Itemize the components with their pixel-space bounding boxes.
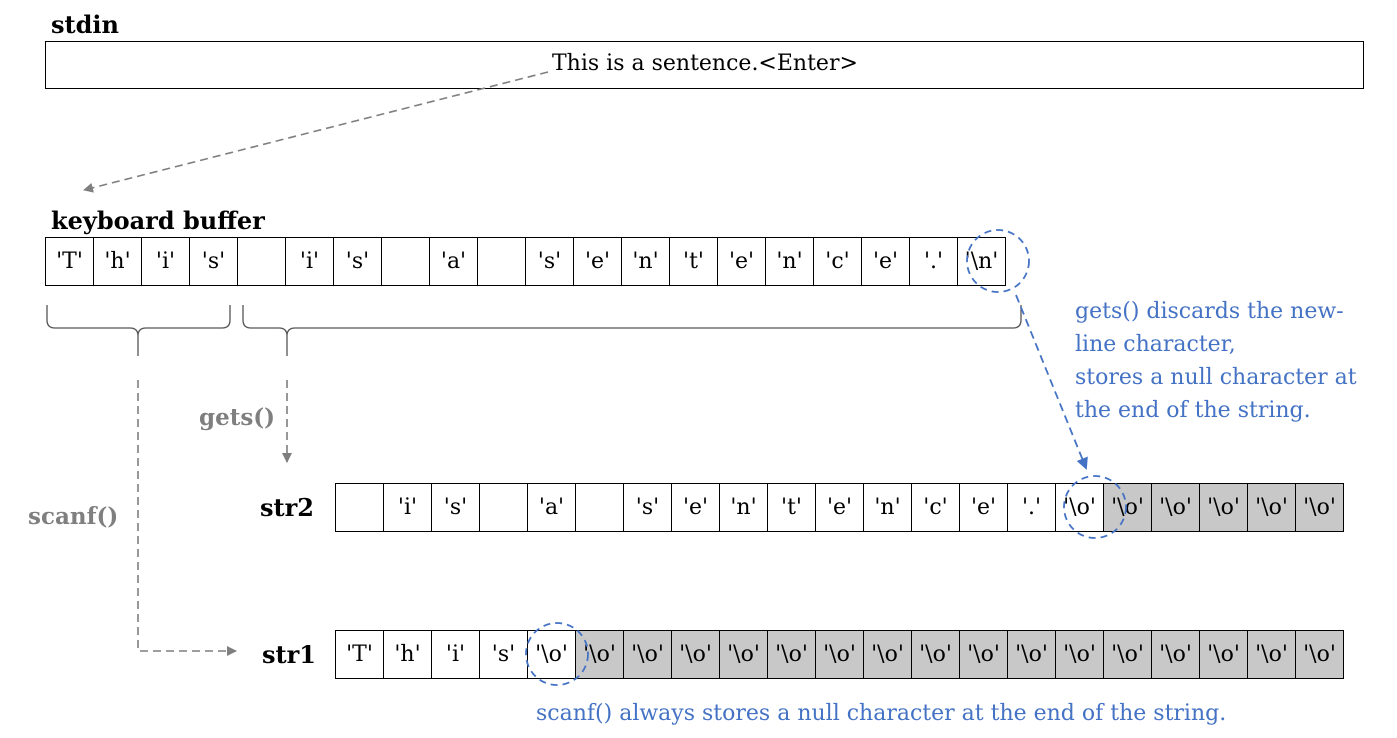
keyboard-buffer-cell: 'e' xyxy=(861,237,910,286)
str1-cell: '\o' xyxy=(1295,630,1344,679)
str2-label: str2 xyxy=(260,493,314,522)
scanf-note: scanf() always stores a null character a… xyxy=(536,701,1227,726)
str1-cell: 'T' xyxy=(335,630,384,679)
keyboard-buffer-cell: 'h' xyxy=(93,237,142,286)
str2-cell: 'i' xyxy=(383,483,432,532)
str1-cell: '\o' xyxy=(1007,630,1056,679)
keyboard-buffer-cell: 'c' xyxy=(813,237,862,286)
str1-cell: '\o' xyxy=(1103,630,1152,679)
str1-label: str1 xyxy=(262,640,316,669)
str2-cell: 'a' xyxy=(527,483,576,532)
keyboard-buffer-cell xyxy=(237,237,286,286)
str2-cell: 'n' xyxy=(863,483,912,532)
str2-cell: 'e' xyxy=(671,483,720,532)
keyboard-buffer-cell: 'i' xyxy=(141,237,190,286)
stdin-box xyxy=(45,41,1364,89)
str2-cell: '\o' xyxy=(1199,483,1248,532)
str2-row: 'i''s''a''s''e''n''t''e''n''c''e' '.' '\o'… xyxy=(335,483,1344,532)
str2-cell: '\o' xyxy=(1151,483,1200,532)
str1-cell: '\o' xyxy=(1199,630,1248,679)
str1-cell: '\o' xyxy=(911,630,960,679)
str1-cell: '\o' xyxy=(767,630,816,679)
str2-cell: 'e' xyxy=(959,483,1008,532)
str1-cell: '\o' xyxy=(1247,630,1296,679)
keyboard-buffer-label: keyboard buffer xyxy=(51,206,265,235)
keyboard-buffer-cell: 'n' xyxy=(621,237,670,286)
keyboard-buffer-cell: 'a' xyxy=(429,237,478,286)
str1-cell: 'h' xyxy=(383,630,432,679)
str2-cell: '.' xyxy=(1007,483,1056,532)
stdin-to-buffer-arrow xyxy=(83,71,549,193)
str2-cell: '\o' xyxy=(1055,483,1104,532)
str1-cell: '\o' xyxy=(527,630,576,679)
stdin-text: This is a sentence.<Enter> xyxy=(552,51,858,76)
str2-cell: '\o' xyxy=(1103,483,1152,532)
gets-label: gets() xyxy=(199,404,276,431)
str1-row: 'T''h''i''s' '\o' '\o' '\o' '\o' '\o' '\o' '\o'… xyxy=(335,630,1344,679)
keyboard-buffer-cell xyxy=(477,237,526,286)
str1-cell: '\o' xyxy=(671,630,720,679)
str1-cell: '\o' xyxy=(719,630,768,679)
str2-cell: 'n' xyxy=(719,483,768,532)
gets-note-line: stores a null character at xyxy=(1075,365,1357,390)
str2-cell xyxy=(479,483,528,532)
keyboard-buffer-cell: 'i' xyxy=(285,237,334,286)
str2-cell: 's' xyxy=(431,483,480,532)
keyboard-buffer-cell: 'T' xyxy=(45,237,94,286)
str2-cell: 'c' xyxy=(911,483,960,532)
gets-brace xyxy=(242,305,1022,356)
str2-cell: 'e' xyxy=(815,483,864,532)
scanf-brace xyxy=(46,305,231,356)
keyboard-buffer-cell: 's' xyxy=(189,237,238,286)
keyboard-buffer-cell: 's' xyxy=(525,237,574,286)
str1-cell: '\o' xyxy=(623,630,672,679)
scanf-label: scanf() xyxy=(28,503,119,530)
str2-cell: '\o' xyxy=(1295,483,1344,532)
gets-note: gets() discards the new- line character,… xyxy=(1075,295,1357,427)
stdin-label: stdin xyxy=(51,10,119,39)
str1-cell: '\o' xyxy=(1151,630,1200,679)
gets-note-line: the end of the string. xyxy=(1075,398,1311,423)
str2-cell xyxy=(335,483,384,532)
str1-cell: '\o' xyxy=(863,630,912,679)
keyboard-buffer-cell: 't' xyxy=(669,237,718,286)
keyboard-buffer-cell: '.' xyxy=(909,237,958,286)
keyboard-buffer-cell: 'e' xyxy=(717,237,766,286)
str1-cell: '\o' xyxy=(959,630,1008,679)
keyboard-buffer-cell: 'n' xyxy=(765,237,814,286)
gets-note-line: line character, xyxy=(1075,332,1236,357)
str1-cell: 'i' xyxy=(431,630,480,679)
str2-cell xyxy=(575,483,624,532)
str1-cell: '\o' xyxy=(815,630,864,679)
keyboard-buffer-cell: '\n' xyxy=(957,237,1006,286)
gets-note-line: gets() discards the new- xyxy=(1075,299,1344,324)
str1-cell: '\o' xyxy=(1055,630,1104,679)
keyboard-buffer-cell: 's' xyxy=(333,237,382,286)
str2-cell: '\o' xyxy=(1247,483,1296,532)
str1-cell: 's' xyxy=(479,630,528,679)
str1-cell: '\o' xyxy=(575,630,624,679)
keyboard-buffer-row: 'T''h''i''s''i''s''a''s''e''n''t''e''n' '… xyxy=(45,237,1006,286)
str2-cell: 't' xyxy=(767,483,816,532)
keyboard-buffer-cell xyxy=(381,237,430,286)
keyboard-buffer-cell: 'e' xyxy=(573,237,622,286)
str2-cell: 's' xyxy=(623,483,672,532)
